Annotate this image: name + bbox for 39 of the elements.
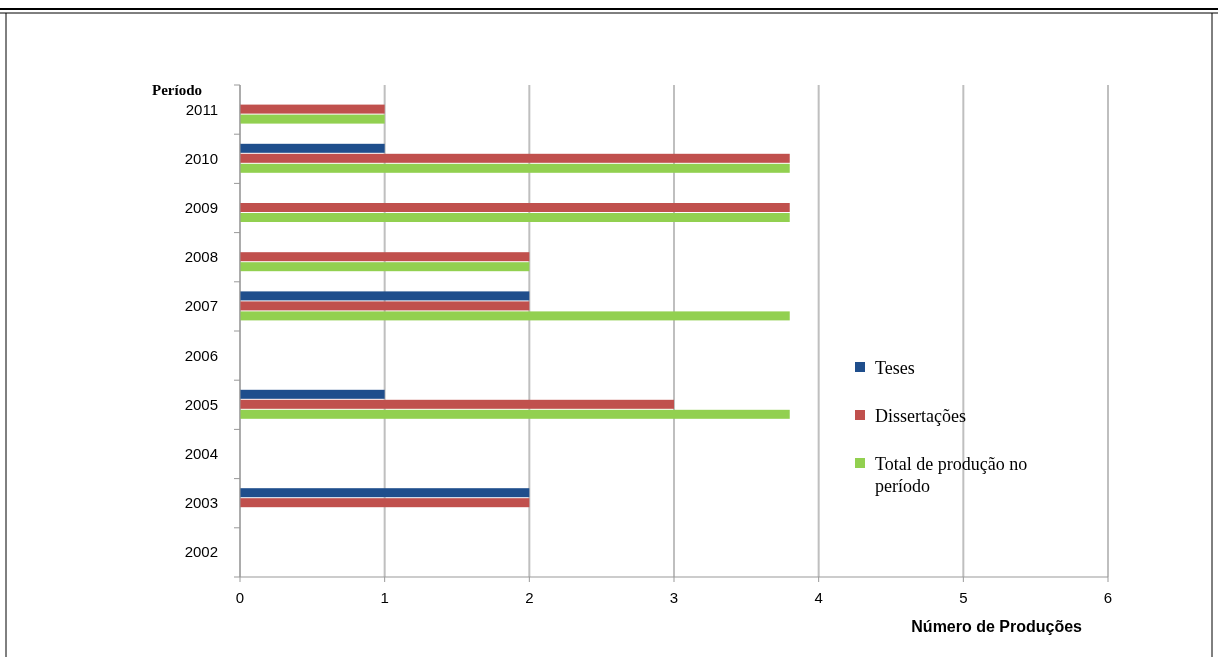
bar	[240, 409, 790, 419]
x-tick-label: 1	[380, 589, 389, 606]
y-tick-label: 2003	[184, 494, 218, 512]
legend-label: Total de produção no período	[875, 454, 1028, 496]
bar	[240, 399, 674, 409]
y-tick-label: 2010	[184, 149, 218, 167]
y-tick-label: 2005	[184, 395, 218, 413]
bar	[240, 114, 385, 124]
bar	[240, 389, 385, 399]
x-tick-label: 3	[669, 589, 679, 606]
bar	[240, 301, 530, 311]
x-tick-label: 2	[525, 589, 534, 606]
bar	[240, 488, 530, 498]
x-tick-label: 5	[959, 589, 968, 606]
bar	[240, 153, 790, 163]
x-tick-label: 4	[814, 589, 823, 606]
x-axis-title: Número de Produções	[911, 618, 1083, 635]
bar	[240, 252, 530, 262]
y-tick-label: 2006	[184, 346, 218, 364]
y-tick-label: 2002	[184, 543, 218, 561]
y-tick-label: 2009	[184, 199, 218, 216]
bar	[240, 203, 790, 212]
bar	[240, 143, 385, 153]
bar	[240, 291, 530, 301]
y-tick-label: 2007	[184, 297, 218, 315]
y-tick-label: 2011	[185, 100, 218, 118]
bar	[240, 213, 790, 222]
legend-label: Dissertações	[875, 406, 966, 426]
y-axis-title: Período	[152, 82, 202, 98]
legend-label: Teses	[875, 358, 915, 378]
bar	[240, 311, 790, 321]
bar	[240, 262, 530, 272]
x-tick-label: 6	[1103, 589, 1113, 606]
y-tick-label: 2008	[184, 248, 218, 266]
y-tick-label: 2004	[184, 445, 218, 462]
bar	[240, 163, 790, 173]
x-tick-label: 0	[235, 589, 245, 606]
bar	[240, 498, 530, 508]
bar	[240, 104, 385, 114]
